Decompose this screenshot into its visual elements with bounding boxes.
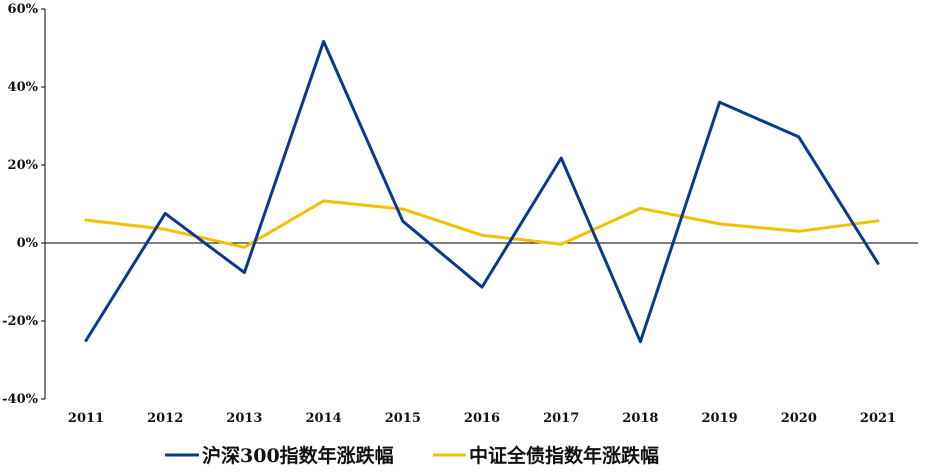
x-tick-label: 2015 xyxy=(385,411,421,426)
x-tick-label: 2019 xyxy=(702,411,738,426)
legend-label-csi300: 沪深300指数年涨跌幅 xyxy=(202,444,394,467)
x-tick-label: 2012 xyxy=(147,411,183,426)
y-tick-label: -40% xyxy=(2,392,38,407)
series-line-bond-index xyxy=(84,199,880,249)
x-tick-label: 2017 xyxy=(543,411,579,426)
x-tick-label: 2013 xyxy=(226,411,262,426)
series-line-csi300 xyxy=(84,39,880,344)
y-tick-label: 60% xyxy=(8,2,39,17)
y-tick-label: 20% xyxy=(8,158,39,173)
legend-label-bond-index: 中证全债指数年涨跌幅 xyxy=(469,444,659,467)
y-tick-label: -20% xyxy=(2,314,38,329)
x-tick-label: 2018 xyxy=(622,411,658,426)
y-tick-label: 40% xyxy=(8,80,39,95)
x-tick-label: 2020 xyxy=(781,411,817,426)
axes: -40% -20% 0% 20% 40% 60% 2011 2012 2013 2014 2015 2… xyxy=(2,2,918,426)
legend: 沪深300指数年涨跌幅 中证全债指数年涨跌幅 xyxy=(165,444,659,467)
x-tick-label: 2011 xyxy=(68,411,104,426)
series-layer xyxy=(84,39,880,344)
y-tick-label: 0% xyxy=(17,236,39,251)
x-tick-label: 2021 xyxy=(860,411,896,426)
x-tick-label: 2014 xyxy=(306,411,342,426)
x-tick-label: 2016 xyxy=(464,411,500,426)
